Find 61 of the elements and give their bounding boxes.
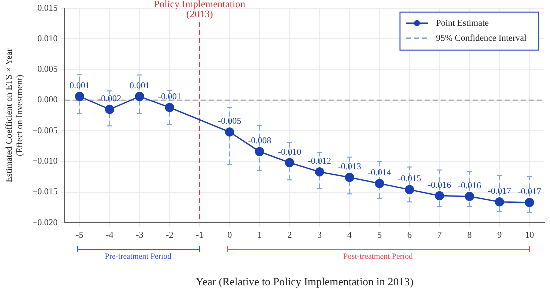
x-tick-label: 7 (438, 230, 442, 240)
y-tick-label: 0.015 (38, 2, 58, 13)
point (345, 172, 354, 182)
data-label: -0.008 (248, 136, 272, 146)
x-tick-label: 2 (288, 230, 292, 240)
point (405, 185, 414, 195)
y-tick-label: 0.010 (38, 33, 58, 44)
y-tick-label: −0.005 (32, 125, 58, 136)
y-tick-label: 0.005 (38, 64, 58, 74)
x-tick-label: 8 (467, 230, 472, 240)
x-tick-label: 5 (378, 230, 383, 240)
x-tick-label: 4 (348, 230, 353, 240)
text: Post-treatment Period (342, 252, 414, 261)
x-tick-label: 3 (318, 230, 323, 240)
x-tick-label: 0 (228, 230, 233, 240)
data-label: -0.010 (278, 146, 302, 157)
point (375, 179, 384, 188)
x-tick-label: -5 (76, 230, 84, 240)
point (525, 198, 534, 208)
text: Pre-treatment Period (104, 252, 173, 261)
x-tick-label: -3 (136, 230, 144, 240)
point (225, 128, 234, 137)
data-label: -0.017 (518, 186, 542, 197)
data-label: 0.001 (70, 80, 90, 91)
x-tick-label: 1 (258, 230, 262, 240)
x-tick-label: 9 (497, 230, 502, 240)
y-tick-label: −0.015 (32, 186, 58, 197)
data-label: -0.001 (158, 92, 182, 102)
data-label: -0.014 (368, 168, 392, 178)
y-tick-label: −0.020 (32, 217, 58, 228)
data-label: -0.016 (458, 180, 482, 190)
y-tick-label: −0.010 (32, 156, 58, 166)
legend-label: 95% Confidence Interval (436, 32, 528, 43)
x-tick-label: -4 (106, 230, 114, 240)
y-axis-title: Estimated Coefficient on ETS × Year (Effect on Investment) (4, 48, 25, 183)
ref-line-label: Policy Implementation (2013) (154, 0, 246, 21)
x-axis-title: Year (Relative to Policy Implementation in 2013) (196, 276, 414, 288)
point (285, 158, 294, 168)
data-label: -0.016 (428, 180, 452, 190)
point (135, 92, 145, 102)
point (465, 192, 474, 202)
data-label: -0.012 (308, 156, 332, 166)
x-tick-label: -2 (166, 230, 174, 240)
x-tick-label: -1 (196, 230, 204, 240)
data-label: 0.001 (130, 80, 150, 91)
point (315, 167, 324, 177)
data-label: -0.015 (398, 174, 422, 184)
legend-label: Point Estimate (436, 18, 489, 28)
data-label: -0.013 (338, 161, 362, 172)
data-label: -0.017 (488, 186, 512, 196)
point (75, 92, 85, 102)
point (495, 198, 504, 207)
y-tick-label: 0.000 (38, 94, 58, 105)
x-tick-label: 10 (525, 230, 535, 240)
data-label: -0.002 (98, 93, 122, 104)
point (165, 103, 175, 112)
x-tick-label: 6 (408, 230, 413, 240)
point (255, 147, 264, 157)
point (105, 104, 115, 114)
data-label: -0.005 (218, 116, 242, 126)
point (435, 191, 444, 201)
